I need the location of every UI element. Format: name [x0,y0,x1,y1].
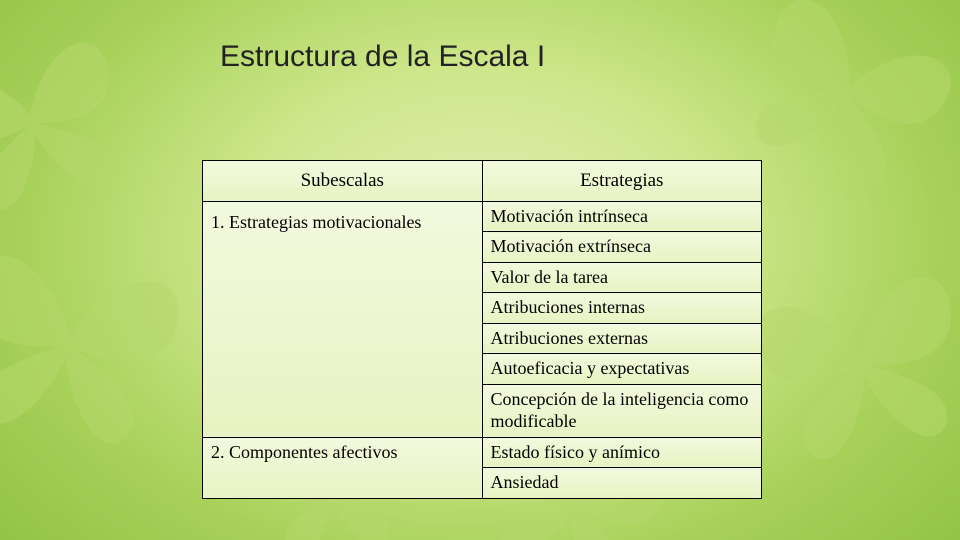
slide: Estructura de la Escala I Subescalas Est… [0,0,960,540]
cell-estrategia: Autoeficacia y expectativas [482,354,762,385]
subescala-1-label: 1. Estrategias motivacionales [211,212,421,232]
col-header-estrategias: Estrategias [482,161,762,202]
cell-estrategia: Ansiedad [482,468,762,499]
cell-subescala-2: 2. Componentes afectivos [203,437,483,498]
cell-estrategia: Atribuciones externas [482,323,762,354]
scale-table: Subescalas Estrategias 1. Estrategias mo… [202,160,762,499]
cell-estrategia: Concepción de la inteligencia como modif… [482,384,762,437]
cell-subescala-1: 1. Estrategias motivacionales [203,201,483,437]
cell-estrategia: Motivación extrínseca [482,232,762,263]
table-row: 1. Estrategias motivacionales Motivación… [203,201,762,232]
page-title: Estructura de la Escala I [220,40,545,74]
butterfly-icon [0,5,146,225]
table-row: 2. Componentes afectivos Estado físico y… [203,437,762,468]
butterfly-icon [734,236,960,475]
cell-estrategia: Motivación intrínseca [482,201,762,232]
butterfly-icon [0,212,200,457]
cell-estrategia: Estado físico y anímico [482,437,762,468]
cell-estrategia: Valor de la tarea [482,262,762,293]
col-header-subescalas: Subescalas [203,161,483,202]
cell-estrategia: Atribuciones internas [482,293,762,324]
table-header-row: Subescalas Estrategias [203,161,762,202]
